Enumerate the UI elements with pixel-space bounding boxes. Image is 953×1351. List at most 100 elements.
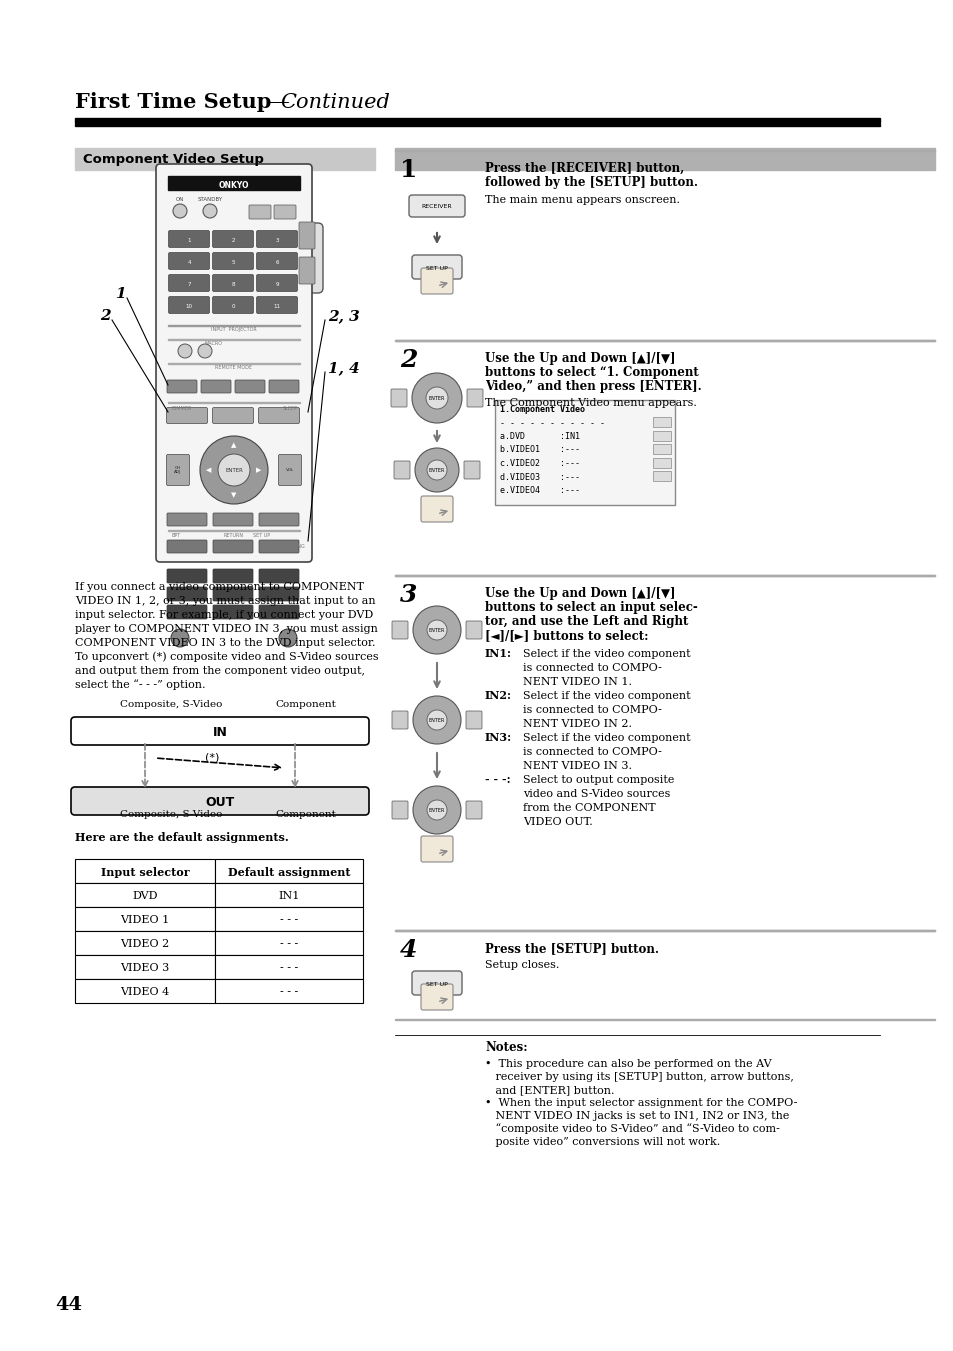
Text: VIDEO 4: VIDEO 4 (120, 988, 170, 997)
Text: followed by the [SETUP] button.: followed by the [SETUP] button. (484, 176, 698, 189)
Text: IN2:: IN2: (484, 690, 512, 701)
Text: 4: 4 (399, 938, 416, 962)
Text: IN1:: IN1: (484, 648, 512, 659)
FancyBboxPatch shape (394, 461, 410, 480)
FancyBboxPatch shape (465, 711, 481, 730)
Circle shape (278, 630, 296, 647)
Bar (214, 859, 363, 884)
Bar (652, 458, 670, 467)
Bar (75, 931, 214, 955)
Text: Component: Component (274, 811, 335, 819)
FancyBboxPatch shape (412, 971, 461, 994)
FancyBboxPatch shape (213, 540, 253, 553)
Bar (652, 417, 670, 427)
Text: 9: 9 (275, 281, 278, 286)
FancyBboxPatch shape (213, 296, 253, 313)
Text: NENT VIDEO IN 1.: NENT VIDEO IN 1. (522, 677, 631, 688)
FancyBboxPatch shape (169, 253, 210, 269)
FancyBboxPatch shape (213, 586, 253, 601)
FancyBboxPatch shape (258, 569, 298, 584)
Circle shape (415, 449, 458, 492)
FancyBboxPatch shape (167, 454, 190, 485)
Text: - - -:: - - -: (484, 774, 510, 785)
FancyBboxPatch shape (201, 380, 231, 393)
Text: First Time Setup: First Time Setup (75, 92, 271, 112)
Text: - - -: - - - (279, 915, 297, 925)
Bar (75, 118, 879, 123)
Text: ENTER: ENTER (428, 808, 445, 812)
FancyBboxPatch shape (213, 408, 253, 423)
FancyBboxPatch shape (465, 801, 481, 819)
Circle shape (427, 459, 447, 480)
FancyBboxPatch shape (256, 274, 297, 292)
Circle shape (172, 204, 187, 218)
Text: 1: 1 (115, 286, 126, 301)
FancyBboxPatch shape (409, 195, 464, 218)
Text: NENT VIDEO IN 2.: NENT VIDEO IN 2. (522, 719, 631, 730)
Text: is connected to COMPO-: is connected to COMPO- (522, 663, 661, 673)
Text: buttons to select an input selec-: buttons to select an input selec- (484, 601, 697, 613)
Text: Select if the video component: Select if the video component (522, 734, 690, 743)
Text: 1.Component Video: 1.Component Video (499, 405, 584, 413)
Bar (495, 400, 675, 505)
Bar (214, 979, 363, 1002)
Text: d.VIDEO3    :---: d.VIDEO3 :--- (499, 473, 579, 481)
FancyBboxPatch shape (256, 296, 297, 313)
Text: buttons to select “1. Component: buttons to select “1. Component (484, 366, 698, 380)
FancyBboxPatch shape (213, 513, 253, 526)
FancyBboxPatch shape (213, 253, 253, 269)
Text: BPT: BPT (172, 534, 181, 538)
FancyBboxPatch shape (258, 513, 298, 526)
FancyBboxPatch shape (258, 408, 299, 423)
Text: Use the Up and Down [▲]/[▼]: Use the Up and Down [▲]/[▼] (484, 586, 675, 600)
Text: Press the [RECEIVER] button,: Press the [RECEIVER] button, (484, 162, 683, 176)
Text: SET UP: SET UP (426, 266, 447, 270)
Text: SET UP: SET UP (426, 981, 447, 986)
FancyBboxPatch shape (256, 231, 297, 247)
Bar (214, 931, 363, 955)
FancyBboxPatch shape (391, 389, 407, 407)
FancyBboxPatch shape (213, 274, 253, 292)
FancyBboxPatch shape (167, 569, 207, 584)
Text: 2: 2 (399, 349, 416, 372)
Text: To upconvert (*) composite video and S-Video sources: To upconvert (*) composite video and S-V… (75, 651, 378, 662)
Text: Component: Component (274, 700, 335, 709)
FancyBboxPatch shape (169, 296, 210, 313)
Text: OUT: OUT (205, 796, 234, 808)
Text: The Component Video menu appears.: The Component Video menu appears. (484, 399, 696, 408)
Bar (75, 884, 214, 907)
FancyBboxPatch shape (269, 380, 298, 393)
FancyBboxPatch shape (169, 231, 210, 247)
Circle shape (413, 786, 460, 834)
Text: 5: 5 (231, 259, 234, 265)
Text: RETURN: RETURN (224, 534, 244, 538)
Text: Use the Up and Down [▲]/[▼]: Use the Up and Down [▲]/[▼] (484, 353, 675, 365)
Text: input selector. For example, if you connect your DVD: input selector. For example, if you conn… (75, 611, 373, 620)
FancyBboxPatch shape (167, 408, 208, 423)
Text: ENTER: ENTER (428, 396, 445, 400)
FancyBboxPatch shape (167, 605, 207, 619)
Text: ENTER: ENTER (428, 627, 445, 632)
Text: 1, 4: 1, 4 (328, 361, 359, 376)
Bar (395, 149, 934, 170)
Text: DVD: DVD (132, 892, 157, 901)
Text: VIDEO OUT.: VIDEO OUT. (522, 817, 592, 827)
FancyBboxPatch shape (465, 621, 481, 639)
Text: 3: 3 (275, 238, 278, 242)
Circle shape (427, 800, 447, 820)
FancyBboxPatch shape (420, 984, 453, 1011)
Text: receiver by using its [SETUP] button, arrow buttons,: receiver by using its [SETUP] button, ar… (484, 1071, 793, 1082)
Text: NENT VIDEO IN 3.: NENT VIDEO IN 3. (522, 761, 631, 771)
FancyBboxPatch shape (392, 801, 408, 819)
Circle shape (427, 711, 447, 730)
FancyBboxPatch shape (258, 540, 298, 553)
Bar (214, 907, 363, 931)
Text: 2: 2 (231, 238, 234, 242)
Text: REMOTE MODE: REMOTE MODE (215, 365, 253, 370)
FancyBboxPatch shape (213, 605, 253, 619)
Text: INPUT  PROJECTOR: INPUT PROJECTOR (211, 327, 256, 332)
Text: tor, and use the Left and Right: tor, and use the Left and Right (484, 615, 688, 628)
Circle shape (426, 386, 448, 409)
Text: is connected to COMPO-: is connected to COMPO- (522, 747, 661, 757)
Text: 0: 0 (231, 304, 234, 308)
